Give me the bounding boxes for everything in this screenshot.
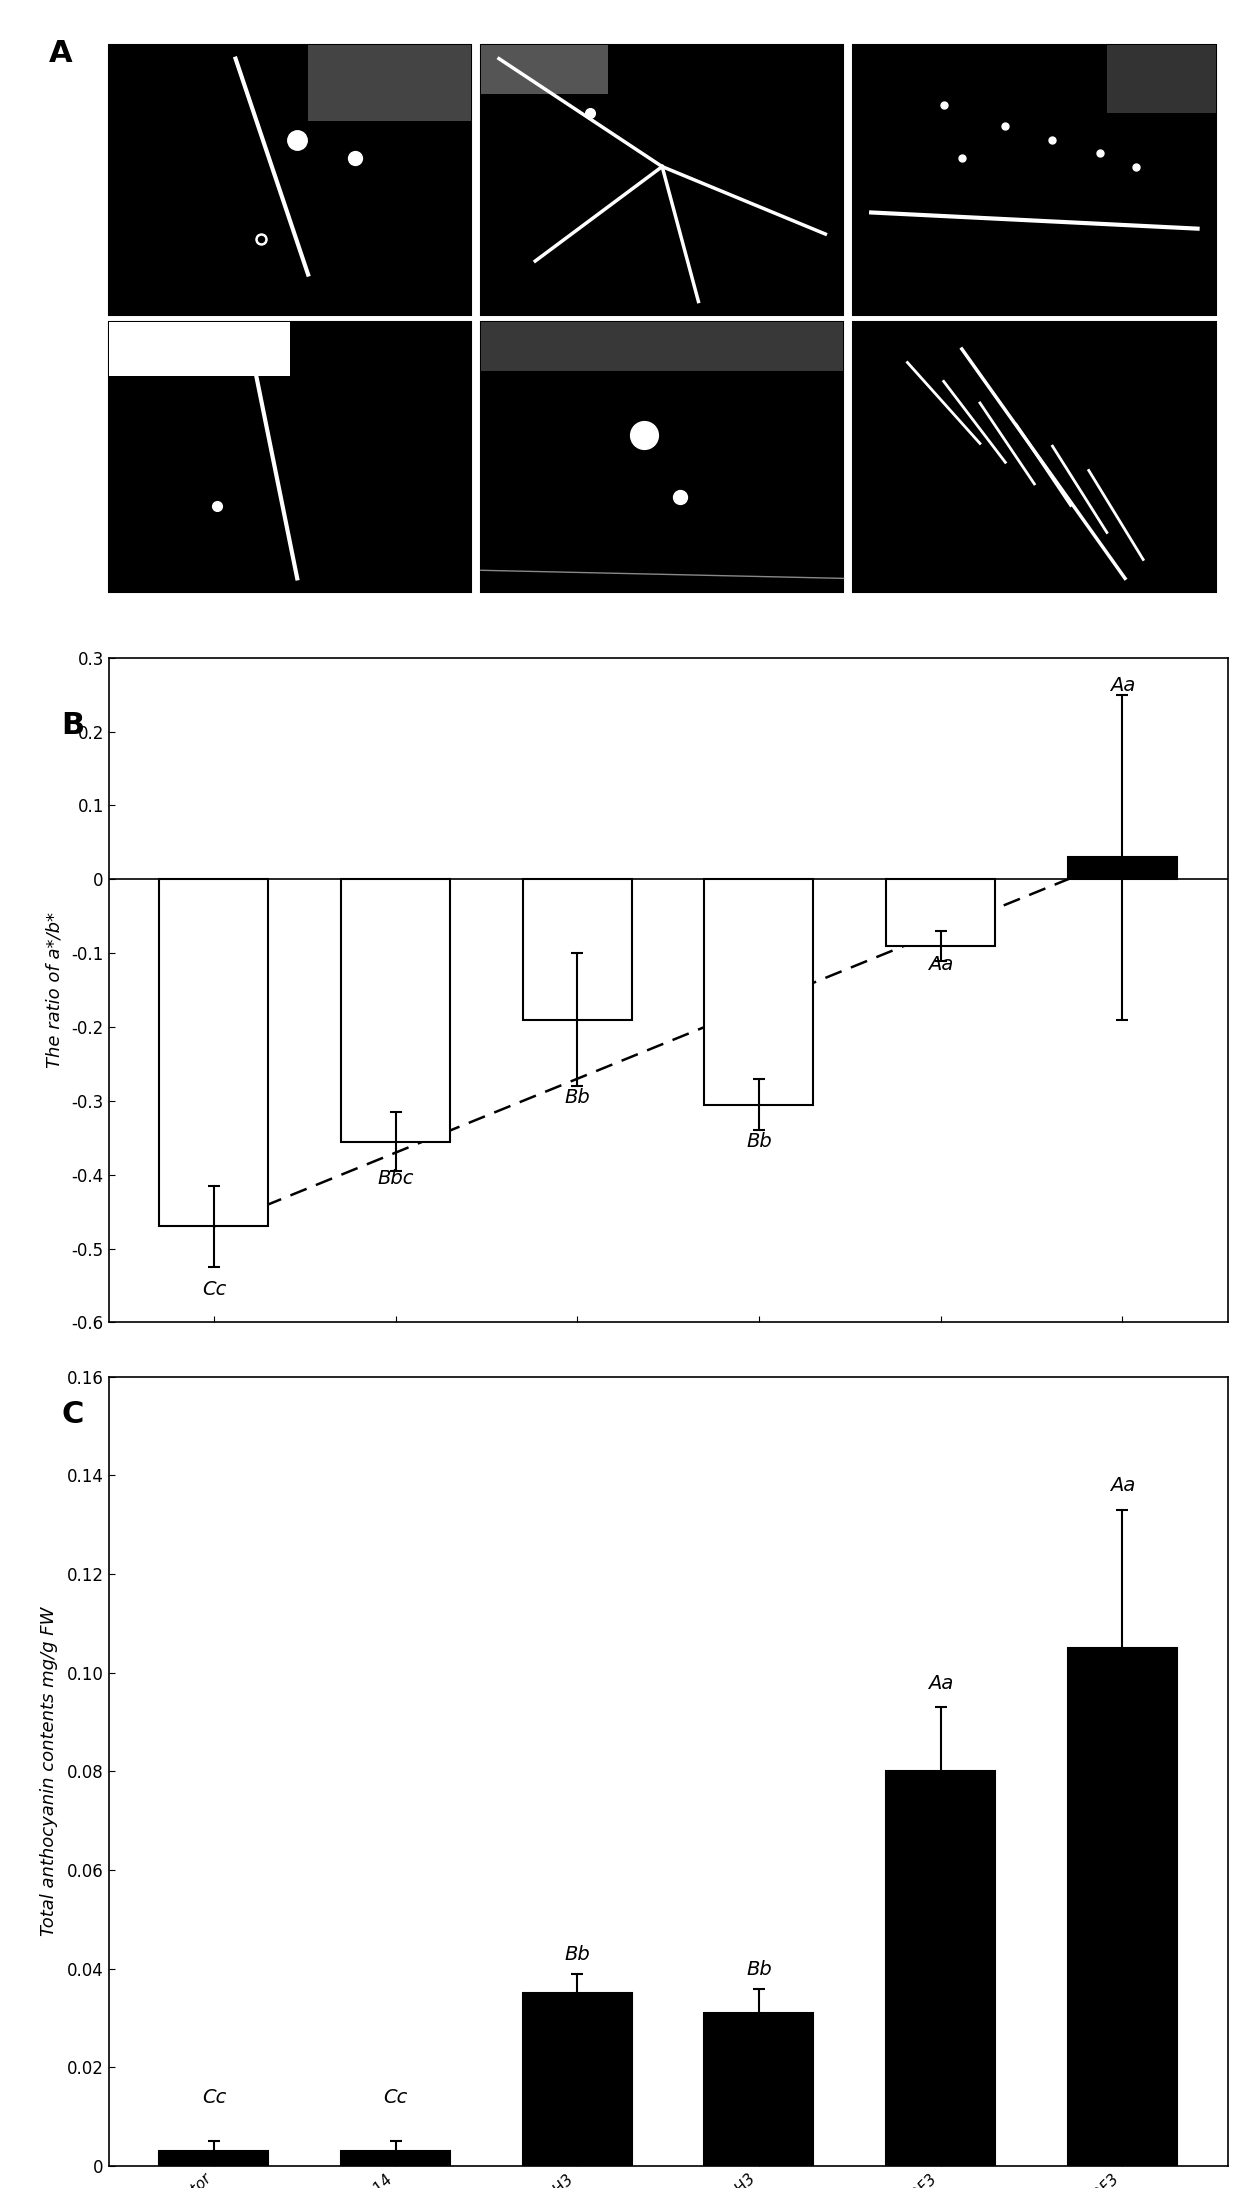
Bar — [341, 880, 450, 1142]
Bar — [523, 880, 632, 1020]
Bar — [160, 2151, 269, 2166]
Bar — [481, 322, 843, 593]
Text: Aa: Aa — [928, 954, 954, 974]
Bar — [109, 322, 290, 376]
Bar — [308, 46, 471, 120]
Bar — [704, 880, 813, 1105]
Text: Bbc: Bbc — [377, 1168, 414, 1188]
Bar — [481, 46, 608, 94]
Text: Cc: Cc — [202, 2087, 226, 2107]
Bar — [853, 46, 1215, 315]
Bar — [523, 1993, 632, 2166]
Bar — [1068, 1648, 1177, 2166]
Bar — [887, 1772, 994, 2166]
Text: Aa: Aa — [1110, 676, 1135, 696]
Bar — [1107, 46, 1215, 112]
Text: Aa: Aa — [1110, 1477, 1135, 1494]
Y-axis label: Total anthocyanin contents mg/g FW: Total anthocyanin contents mg/g FW — [41, 1606, 58, 1936]
Bar — [341, 2151, 450, 2166]
Bar — [109, 322, 471, 593]
Text: Bb: Bb — [746, 1131, 771, 1151]
Text: Bb: Bb — [564, 1087, 590, 1107]
Text: Bb: Bb — [564, 1945, 590, 1965]
Bar — [704, 2013, 813, 2166]
Bar — [853, 322, 1215, 593]
Bar — [481, 46, 843, 315]
Bar — [109, 46, 471, 315]
Text: Bb: Bb — [746, 1960, 771, 1978]
Text: A: A — [50, 39, 73, 68]
Bar — [160, 880, 269, 1227]
Text: B: B — [61, 711, 84, 740]
Text: Cc: Cc — [383, 2087, 408, 2107]
Text: C: C — [62, 1400, 84, 1429]
Bar — [1068, 858, 1177, 880]
Bar — [887, 880, 994, 945]
Text: Aa: Aa — [928, 1674, 954, 1694]
Y-axis label: The ratio of a*/b*: The ratio of a*/b* — [45, 912, 63, 1068]
Bar — [481, 322, 843, 370]
Text: Cc: Cc — [202, 1280, 226, 1300]
